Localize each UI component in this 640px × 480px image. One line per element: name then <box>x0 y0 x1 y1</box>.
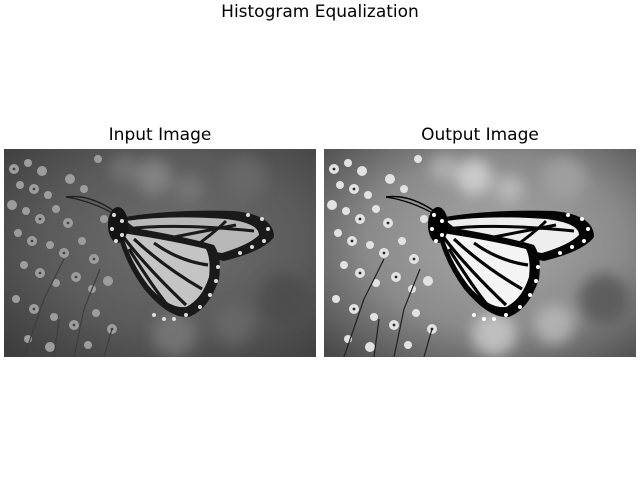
input-butterfly-photo <box>4 149 316 357</box>
input-image <box>4 149 316 357</box>
flower-cluster <box>7 155 117 357</box>
figure-title: Histogram Equalization <box>221 2 419 22</box>
output-image-title: Output Image <box>421 125 539 145</box>
input-image-title: Input Image <box>108 125 212 145</box>
output-image <box>324 149 636 357</box>
butterfly <box>65 195 274 321</box>
flower-cluster <box>327 155 437 357</box>
output-butterfly-photo <box>324 149 636 357</box>
butterfly <box>385 195 594 321</box>
